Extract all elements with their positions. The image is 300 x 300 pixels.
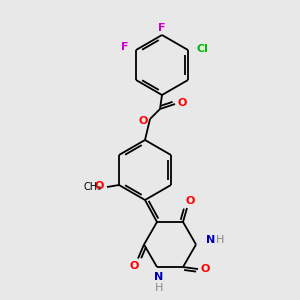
Text: N: N — [154, 272, 164, 282]
Text: O: O — [200, 264, 210, 274]
Text: O: O — [185, 196, 195, 206]
Text: H: H — [216, 235, 224, 244]
Text: N: N — [206, 235, 215, 244]
Text: O: O — [129, 260, 139, 271]
Text: F: F — [158, 23, 166, 33]
Text: F: F — [121, 42, 128, 52]
Text: CH₃: CH₃ — [84, 182, 102, 192]
Text: Cl: Cl — [197, 44, 209, 54]
Text: O: O — [94, 181, 104, 191]
Text: O: O — [138, 116, 148, 126]
Text: H: H — [155, 283, 163, 293]
Text: O: O — [177, 98, 187, 108]
